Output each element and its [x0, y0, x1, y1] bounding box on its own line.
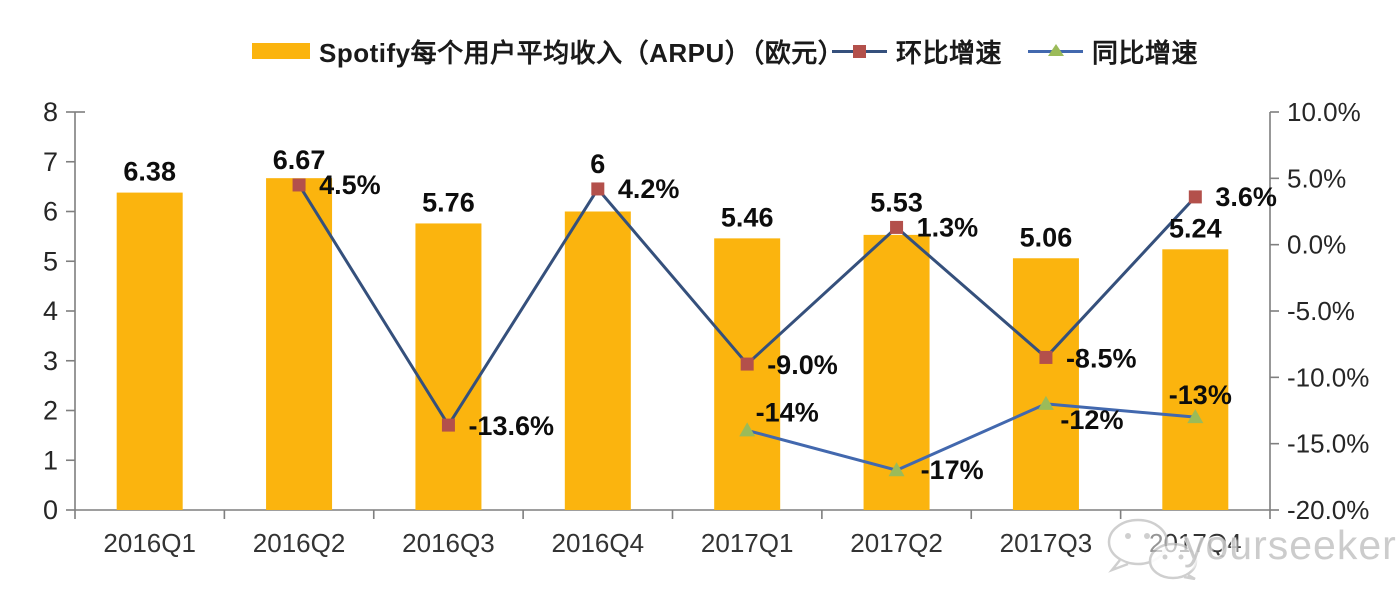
qoq-marker-2016Q4 [591, 182, 605, 196]
qoq-label-2017Q3: -8.5% [1066, 343, 1137, 373]
bar-label-2017Q2: 5.53 [870, 187, 923, 217]
right-axis-tick-label: 0.0% [1287, 230, 1346, 260]
left-axis-tick-label: 5 [43, 246, 58, 276]
bar-2017Q3 [1012, 258, 1079, 510]
qoq-marker-2017Q2 [890, 220, 904, 234]
left-axis-tick-label: 6 [43, 197, 58, 227]
right-axis-tick-label: 10.0% [1287, 97, 1361, 127]
bar-label-2016Q4: 6 [590, 149, 605, 179]
yoy-label-2017Q4: -13% [1169, 380, 1232, 410]
yoy-marker-2017Q3 [1037, 395, 1054, 410]
yoy-label-2017Q1: -14% [756, 397, 819, 427]
bar-label-2017Q4: 5.24 [1169, 213, 1222, 243]
left-axis-tick-label: 1 [43, 445, 58, 475]
yoy-label-2017Q3: -12% [1060, 405, 1123, 435]
x-axis-label-2017Q2: 2017Q2 [850, 528, 943, 558]
legend-item-arpu: Spotify每个用户平均收入（ARPU）（欧元） [252, 34, 844, 68]
legend-label-yoy: 同比增速 [1092, 37, 1199, 68]
qoq-label-2017Q1: -9.0% [767, 350, 838, 380]
qoq-label-2016Q3: -13.6% [468, 411, 554, 441]
right-axis-tick-label: 5.0% [1287, 163, 1346, 193]
bar-2016Q1 [116, 192, 183, 510]
bar-2017Q1 [714, 238, 781, 511]
bar-2017Q4 [1162, 249, 1229, 510]
square-marker-icon [853, 44, 866, 58]
legend-label-qoq: 环比增速 [896, 37, 1003, 68]
legend: Spotify每个用户平均收入（ARPU）（欧元） 环比增速 同比增速 [0, 34, 1399, 68]
yoy-marker-2017Q2 [888, 462, 905, 477]
x-axis-label-2016Q1: 2016Q1 [103, 528, 196, 558]
bar-label-2017Q1: 5.46 [721, 202, 774, 232]
qoq-marker-2017Q3 [1039, 350, 1053, 364]
x-axis-label-2016Q2: 2016Q2 [253, 528, 346, 558]
left-axis-tick-label: 0 [43, 495, 58, 525]
x-axis-label-2016Q4: 2016Q4 [552, 528, 645, 558]
yoy-marker-2017Q1 [739, 422, 756, 437]
left-axis-tick-label: 8 [43, 97, 58, 127]
x-axis-label-2017Q1: 2017Q1 [701, 528, 794, 558]
qoq-marker-2017Q4 [1188, 190, 1202, 204]
right-axis-tick-label: -5.0% [1287, 296, 1355, 326]
qoq-label-2016Q2: 4.5% [319, 170, 381, 200]
bar-label-2017Q3: 5.06 [1020, 222, 1073, 252]
qoq-marker-2017Q1 [740, 357, 754, 371]
yoy-line [746, 402, 1196, 472]
qoq-line-swatch-icon [832, 44, 887, 58]
legend-label-arpu: Spotify每个用户平均收入（ARPU）（欧元） [319, 37, 845, 68]
qoq-marker-2016Q2 [292, 178, 306, 192]
qoq-label-2016Q4: 4.2% [618, 174, 680, 204]
bar-2016Q2 [266, 178, 333, 511]
x-axis-label-2017Q3: 2017Q3 [1000, 528, 1093, 558]
x-axis-label-2016Q3: 2016Q3 [402, 528, 495, 558]
yoy-line-swatch-icon [1028, 43, 1083, 56]
bar-label-2016Q3: 5.76 [422, 187, 475, 217]
left-axis-tick-label: 2 [43, 396, 58, 426]
qoq-label-2017Q4: 3.6% [1215, 182, 1277, 212]
legend-item-yoy: 同比增速 [1028, 34, 1198, 68]
triangle-marker-icon [1048, 43, 1064, 56]
right-axis-tick-label: -10.0% [1287, 362, 1369, 392]
yoy-marker-2017Q4 [1187, 409, 1204, 424]
bar-2016Q4 [564, 211, 631, 510]
left-axis-tick-label: 7 [43, 147, 58, 177]
left-axis-tick-label: 3 [43, 346, 58, 376]
right-axis-tick-label: -15.0% [1287, 429, 1369, 459]
qoq-label-2017Q2: 1.3% [917, 212, 979, 242]
qoq-marker-2016Q3 [441, 418, 455, 432]
bar-label-2016Q1: 6.38 [123, 157, 176, 187]
right-axis-tick-label: -20.0% [1287, 495, 1369, 525]
left-axis-tick-label: 4 [43, 296, 58, 326]
legend-item-qoq: 环比增速 [832, 34, 1002, 68]
x-axis-label-2017Q4: 2017Q4 [1149, 528, 1242, 558]
bar-swatch-icon [252, 43, 310, 59]
yoy-label-2017Q2: -17% [921, 455, 984, 485]
bar-label-2016Q2: 6.67 [273, 145, 326, 175]
bar-2016Q3 [415, 223, 482, 510]
